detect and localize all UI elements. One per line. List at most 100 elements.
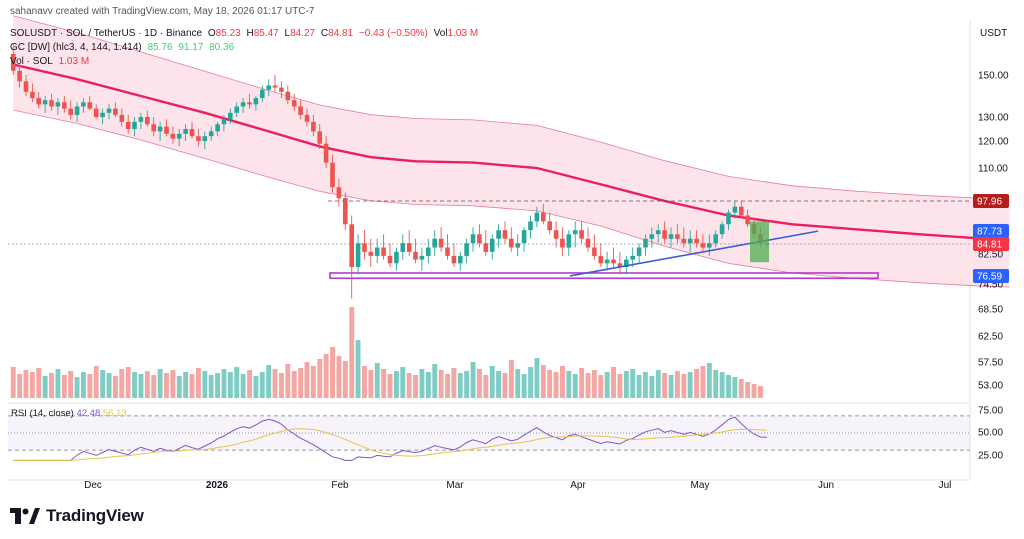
price-label-badge <box>973 224 1009 238</box>
volume-bar <box>304 362 310 398</box>
candle-body <box>87 102 93 109</box>
candle-body <box>36 98 41 105</box>
candle-body <box>579 230 584 239</box>
candle-body <box>381 247 386 256</box>
vol-sol-label[interactable]: Vol · SOL <box>10 56 53 67</box>
volume-bar <box>630 369 636 398</box>
volume-bar <box>93 366 99 398</box>
candle-body <box>687 238 693 244</box>
gaussian-channel-upper <box>13 15 1010 200</box>
candle-body <box>215 124 220 132</box>
close-label: C <box>320 28 329 39</box>
open-label: O <box>207 28 216 39</box>
candle-body <box>419 255 425 260</box>
volume-bar <box>374 363 380 398</box>
candle-body <box>470 234 476 244</box>
close-value: 84.81 <box>328 28 354 39</box>
volume-bar <box>125 367 131 398</box>
time-tick-label: Jun <box>818 480 834 491</box>
candle-body <box>739 206 744 216</box>
candle-body <box>374 247 380 256</box>
price-tick-label: 150.00 <box>978 71 1009 82</box>
candle-body <box>23 81 29 92</box>
volume-bar <box>451 368 457 398</box>
candle-body <box>368 251 374 256</box>
candle-body <box>42 100 48 105</box>
volume-bar <box>164 373 169 398</box>
candle-body <box>81 102 86 107</box>
rsi-label[interactable]: RSI (14, close) <box>11 408 74 419</box>
author-line: sahanavv created with TradingView.com, M… <box>10 6 315 17</box>
volume-bar <box>227 372 233 398</box>
candle-body <box>553 230 559 239</box>
candle-body <box>285 91 291 101</box>
candle-body <box>208 131 214 137</box>
candle-body <box>260 89 265 99</box>
candle-body <box>355 243 361 268</box>
projection-box <box>750 221 769 263</box>
price-chart[interactable]: 53.00 57.50 62.50 68.50 74.50 82.50 110.00 120.… <box>0 0 1024 500</box>
volume-bar <box>68 371 74 398</box>
candle-body <box>10 54 16 71</box>
volume-bar <box>713 370 719 398</box>
volume-bar <box>381 369 387 398</box>
volume-bar <box>726 375 731 398</box>
volume-bar <box>432 364 438 398</box>
candle-body <box>585 238 591 248</box>
volume-bar <box>579 368 585 398</box>
candle-body <box>202 136 208 141</box>
candle-body <box>732 206 738 213</box>
symbol-name[interactable]: SOLUSDT · SOL / TetherUS · 1D · Binance <box>10 28 203 39</box>
price-tick-label: 68.50 <box>978 305 1003 316</box>
gc-legend[interactable]: GC [DW] (hlc3, 4, 144, 1.414) 85.76 91.1… <box>10 42 237 53</box>
volume-bar <box>534 358 540 398</box>
vol-legend[interactable]: Vol · SOL 1.03 M <box>10 56 92 67</box>
candle-body <box>604 259 610 264</box>
support-zone-box <box>329 272 879 280</box>
volume-bar <box>758 386 763 398</box>
candle-body <box>272 85 278 88</box>
volume-bar <box>521 374 527 398</box>
gc-label[interactable]: GC [DW] (hlc3, 4, 144, 1.414) <box>10 42 142 53</box>
volume-bar <box>732 377 738 398</box>
rsi-value: 42.48 <box>76 408 101 419</box>
volume-bar <box>240 374 246 398</box>
price-tick-label: 110.00 <box>978 164 1008 175</box>
tradingview-logo[interactable]: TradingView <box>10 506 144 526</box>
volume-bar <box>425 372 431 398</box>
volume-bar <box>285 364 291 398</box>
volume-bar <box>74 377 80 398</box>
candle-body <box>445 247 450 256</box>
candle-body <box>298 106 303 115</box>
candle-body <box>68 108 73 115</box>
candle-body <box>311 121 316 132</box>
volume-bar <box>55 369 61 398</box>
candle-body <box>675 234 680 239</box>
candle-body <box>157 126 163 132</box>
candle-body <box>240 102 246 107</box>
change-value: −0.43 (−0.50%) <box>358 28 428 39</box>
time-tick-label: 2026 <box>206 480 229 491</box>
volume-bar <box>87 374 93 398</box>
volume-bar <box>470 362 476 398</box>
candle-body <box>426 247 431 256</box>
candle-body <box>458 255 463 264</box>
volume-bar <box>706 363 712 398</box>
rsi-legend[interactable]: RSI (14, close) 42.48 56.13 <box>11 408 127 419</box>
candle-body <box>196 136 201 141</box>
volume-bar <box>566 371 572 398</box>
candle-body <box>438 238 444 248</box>
volume-bar <box>349 307 355 398</box>
volume-bar <box>591 370 597 398</box>
candle-body <box>636 247 642 256</box>
candle-body <box>145 117 150 125</box>
price-tick-label: 82.50 <box>978 250 1003 261</box>
symbol-legend[interactable]: SOLUSDT · SOL / TetherUS · 1D · Binance … <box>10 28 481 39</box>
volume-bar <box>662 373 668 398</box>
volume-bar <box>189 374 195 398</box>
candle-body <box>362 243 367 252</box>
volume-bar <box>113 376 118 398</box>
volume-bar <box>387 374 393 398</box>
candle-body <box>93 108 99 117</box>
volume-bar <box>751 384 757 398</box>
